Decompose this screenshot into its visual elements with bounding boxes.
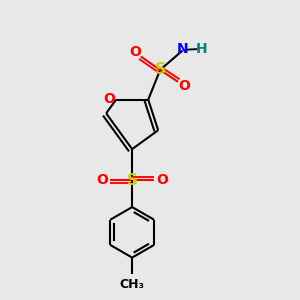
Text: O: O (103, 92, 116, 106)
Text: N: N (177, 42, 188, 56)
Text: CH₃: CH₃ (120, 278, 145, 291)
Text: O: O (129, 45, 141, 59)
Text: H: H (195, 42, 207, 56)
Text: S: S (127, 173, 138, 188)
Text: O: O (97, 173, 108, 187)
Text: S: S (154, 62, 166, 77)
Text: O: O (156, 173, 168, 187)
Text: O: O (178, 79, 190, 93)
